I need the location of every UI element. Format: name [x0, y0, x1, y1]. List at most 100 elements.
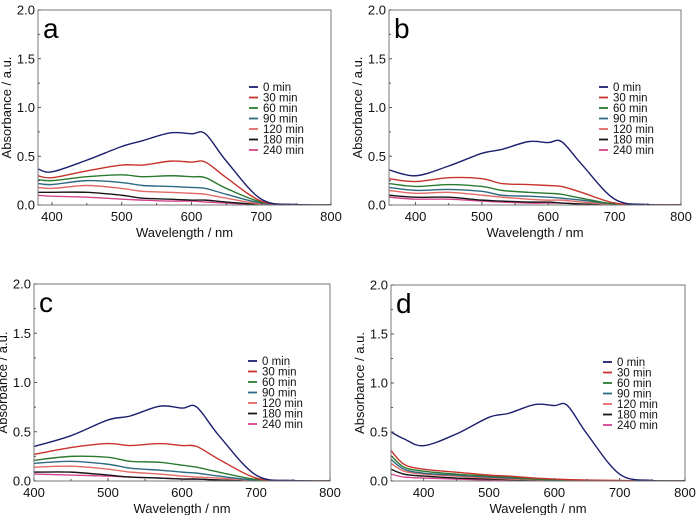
- chart-panel-a: 0.0 0.5 1.0 1.5 2.0 400 500 600 700 800 Wavelength…: [0, 3, 342, 241]
- y-tick-label: 0.5: [13, 424, 31, 439]
- series-line-60-min: [389, 182, 681, 205]
- y-axis-label: Absorbance / a.u.: [0, 332, 10, 434]
- legend-label: 30 min: [617, 368, 652, 380]
- series-line-180-min: [389, 194, 681, 205]
- x-tick-label: 500: [111, 209, 133, 224]
- legend-label: 180 min: [263, 135, 304, 147]
- x-tick-label: 700: [250, 209, 272, 224]
- series-line-120-min: [38, 184, 331, 205]
- legend-item: 30 min: [599, 93, 648, 105]
- chart-panel-d: 0.0 0.5 1.0 1.5 2.0 400 500 600 700 800 Wavelength…: [352, 278, 696, 515]
- x-tick-label: 800: [319, 485, 341, 500]
- legend-item: 180 min: [249, 135, 304, 147]
- legend-label: 240 min: [613, 145, 654, 157]
- legend-label: 120 min: [613, 124, 654, 136]
- legend-label: 240 min: [617, 420, 658, 432]
- legend-label: 90 min: [262, 388, 297, 400]
- x-tick-label: 600: [537, 209, 559, 224]
- x-tick-label: 600: [181, 209, 203, 224]
- legend-item: 0 min: [249, 82, 291, 94]
- legend-label: 120 min: [262, 398, 303, 410]
- legend-label: 0 min: [263, 82, 291, 94]
- legend-item: 120 min: [249, 124, 304, 136]
- legend-item: 30 min: [248, 367, 297, 379]
- series-line-30-min: [34, 442, 330, 481]
- y-tick-label: 0.5: [370, 425, 388, 440]
- legend-label: 60 min: [263, 103, 298, 115]
- legend-item: 120 min: [599, 124, 654, 136]
- legend-label: 90 min: [617, 389, 652, 401]
- x-axis-label: Wavelength / nm: [133, 501, 230, 515]
- legend-label: 180 min: [617, 410, 658, 422]
- series-line-240-min: [389, 196, 681, 205]
- y-tick-label: 1.0: [13, 375, 31, 390]
- legend-item: 180 min: [248, 409, 303, 421]
- series-line-60-min: [391, 454, 685, 481]
- y-tick-label: 1.0: [370, 376, 388, 391]
- legend-label: 30 min: [613, 93, 648, 105]
- x-tick-label: 600: [171, 485, 193, 500]
- x-tick-label: 400: [413, 485, 435, 500]
- legend-item: 30 min: [603, 368, 652, 380]
- x-tick-label: 800: [670, 209, 692, 224]
- y-tick-label: 2.0: [17, 3, 35, 18]
- legend-label: 90 min: [613, 114, 648, 126]
- y-tick-label: 0.0: [370, 474, 388, 489]
- legend-label: 120 min: [617, 399, 658, 411]
- x-tick-label: 800: [674, 485, 696, 500]
- legend-label: 120 min: [263, 124, 304, 136]
- legend-item: 30 min: [249, 93, 298, 105]
- legend-label: 60 min: [262, 377, 297, 389]
- panel-label: c: [39, 287, 53, 318]
- series-line-0-min: [34, 404, 330, 481]
- x-tick-label: 700: [604, 209, 626, 224]
- series-group: [389, 139, 681, 205]
- panel-label: d: [396, 288, 412, 319]
- legend-label: 0 min: [262, 356, 290, 368]
- series-line-90-min: [38, 179, 331, 205]
- series-line-0-min: [38, 131, 331, 205]
- series-line-30-min: [389, 176, 681, 205]
- x-tick-label: 800: [320, 209, 342, 224]
- y-tick-label: 0.5: [17, 149, 35, 164]
- y-tick-label: 0.0: [13, 474, 31, 489]
- legend-item: 60 min: [603, 378, 652, 390]
- legend-label: 90 min: [263, 114, 298, 126]
- y-tick-label: 2.0: [13, 277, 31, 292]
- legend-item: 90 min: [599, 114, 648, 126]
- legend-item: 120 min: [603, 399, 658, 411]
- legend-item: 90 min: [249, 114, 298, 126]
- legend-item: 60 min: [249, 103, 298, 115]
- x-tick-label: 500: [471, 209, 493, 224]
- y-tick-label: 1.0: [17, 100, 35, 115]
- legend-item: 60 min: [248, 377, 297, 389]
- legend-item: 180 min: [599, 135, 654, 147]
- y-tick-label: 1.5: [370, 327, 388, 342]
- y-tick-label: 2.0: [368, 3, 386, 18]
- legend-label: 180 min: [613, 135, 654, 147]
- legend-item: 90 min: [603, 389, 652, 401]
- x-tick-label: 500: [97, 485, 119, 500]
- x-axis-label: Wavelength / nm: [136, 225, 233, 240]
- series-line-60-min: [34, 455, 330, 481]
- x-axis-label: Wavelength / nm: [486, 225, 583, 240]
- x-tick-label: 400: [23, 485, 45, 500]
- legend-label: 240 min: [262, 419, 303, 431]
- x-tick-label: 700: [245, 485, 267, 500]
- legend-item: 0 min: [599, 82, 641, 94]
- legend-label: 60 min: [613, 103, 648, 115]
- panel-label: b: [394, 13, 410, 44]
- legend-item: 60 min: [599, 103, 648, 115]
- legend-label: 30 min: [263, 93, 298, 105]
- x-axis-label: Wavelength / nm: [489, 501, 586, 515]
- y-axis-label: Absorbance / a.u.: [0, 57, 14, 159]
- series-line-180-min: [38, 191, 331, 205]
- y-axis-label: Absorbance / a.u.: [352, 332, 367, 434]
- x-tick-label: 600: [543, 485, 565, 500]
- y-tick-label: 1.5: [17, 51, 35, 66]
- y-tick-label: 0.5: [368, 149, 386, 164]
- panel-label: a: [43, 13, 59, 44]
